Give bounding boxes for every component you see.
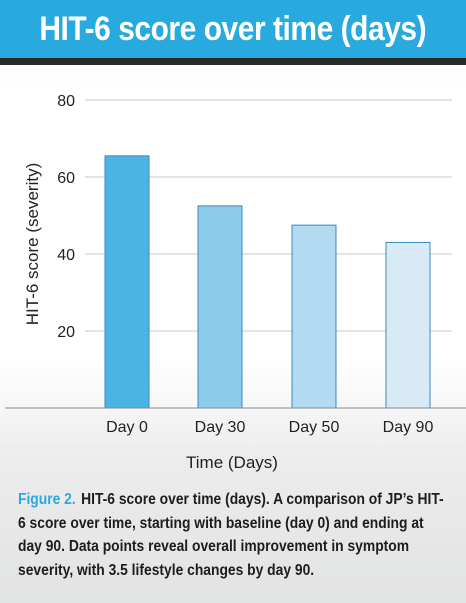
y-tick-label: 80	[57, 93, 75, 110]
x-tick-label: Day 30	[195, 419, 246, 436]
bar-day-30	[197, 205, 243, 409]
x-tick-label: Day 50	[289, 419, 340, 436]
x-tick-label: Day 90	[383, 419, 434, 436]
y-axis-label: HIT-6 score (severity)	[23, 163, 42, 325]
figure-caption: Figure 2. HIT-6 score over time (days). A…	[18, 488, 446, 582]
title-divider	[0, 58, 466, 65]
x-axis-label: Time (Days)	[186, 453, 278, 472]
x-tick-label: Day 0	[106, 419, 148, 436]
y-tick-label: 40	[57, 247, 75, 264]
figure-label: Figure 2.	[18, 491, 76, 508]
chart-title: HIT-6 score over time (days)	[39, 9, 427, 48]
caption-text: HIT-6 score over time (days). A comparis…	[18, 491, 444, 579]
bars	[104, 155, 431, 409]
bar-day-90	[385, 241, 431, 409]
x-tick-labels: Day 0 Day 30 Day 50 Day 90	[106, 419, 433, 436]
title-bar: HIT-6 score over time (days)	[0, 0, 466, 58]
bar-day-0	[104, 155, 150, 409]
bar-chart: 20 40 60 80 Day 0 Day 30 Day 50 Day 90 HIT-6 s…	[5, 93, 466, 472]
y-tick-label: 60	[57, 170, 75, 187]
y-tick-labels: 20 40 60 80	[57, 93, 75, 341]
y-tick-label: 20	[57, 324, 75, 341]
bar-day-50	[291, 224, 337, 409]
